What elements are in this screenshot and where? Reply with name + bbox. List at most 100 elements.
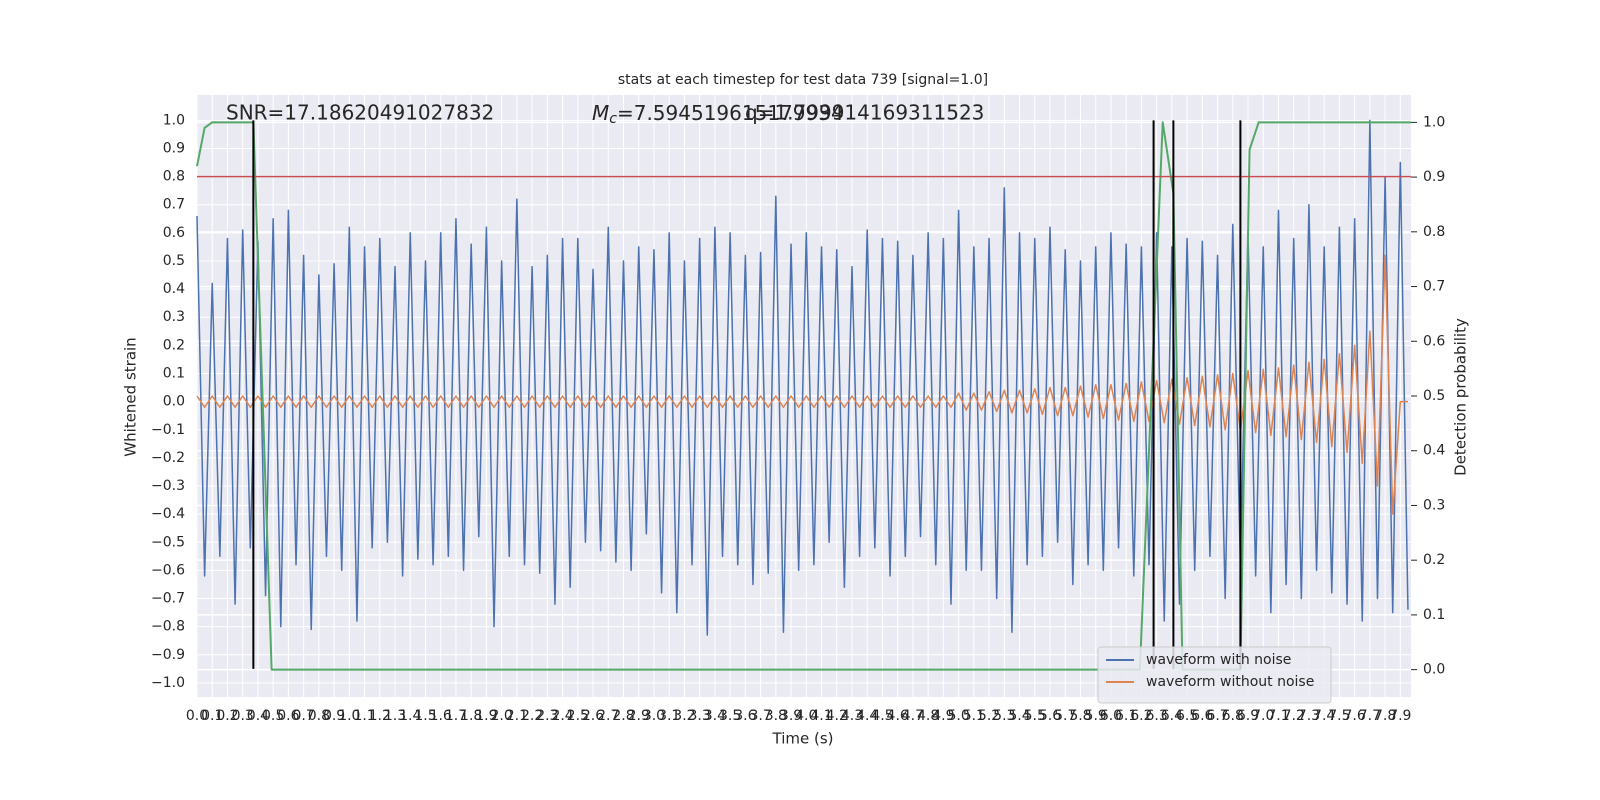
annotation: Mc=7.594519615179934 bbox=[592, 101, 844, 128]
x-tick-label: 3.1 bbox=[658, 708, 680, 724]
y-tick-label: −0.3 bbox=[151, 478, 185, 494]
y-tick-label: 0.2 bbox=[163, 337, 185, 353]
annotation-symbol: M bbox=[592, 101, 609, 125]
y2-tick-label: 0.0 bbox=[1423, 662, 1445, 678]
x-axis-label: Time (s) bbox=[772, 730, 834, 748]
x-tick-label: 1.0 bbox=[338, 708, 360, 724]
x-tick-label: 6.1 bbox=[1115, 708, 1137, 724]
x-tick-label: 3.3 bbox=[689, 708, 711, 724]
x-tick-label: 2.1 bbox=[506, 708, 528, 724]
y2-tick-label: 0.3 bbox=[1423, 497, 1445, 513]
y-tick-label: 0.1 bbox=[163, 365, 185, 381]
marks bbox=[196, 119, 1411, 671]
y-tick-label: −0.7 bbox=[151, 591, 185, 607]
x-tick-label: 0.5 bbox=[262, 708, 284, 724]
x-tick-label: 4.5 bbox=[871, 708, 893, 724]
x-tick-label: 2.8 bbox=[612, 708, 634, 724]
x-tick-label: 2.9 bbox=[628, 708, 650, 724]
y-tick-label: −0.5 bbox=[151, 534, 185, 550]
legend-box bbox=[1097, 646, 1332, 704]
y-axis-label: Whitened strain bbox=[122, 337, 140, 456]
x-tick-label: 1.4 bbox=[399, 708, 421, 724]
y2-tick-label: 0.1 bbox=[1423, 607, 1445, 623]
x-tick-label: 5.5 bbox=[1024, 708, 1046, 724]
annotation-text: =7.594519615179934 bbox=[617, 101, 844, 125]
x-tick-label: 4.2 bbox=[826, 708, 848, 724]
x-tick-label: 4.1 bbox=[810, 708, 832, 724]
y-tick-label: −0.8 bbox=[151, 619, 185, 635]
y-tick-label: 0.8 bbox=[163, 169, 185, 185]
x-tick-label: 5.0 bbox=[947, 708, 969, 724]
x-tick-label: 4.0 bbox=[795, 708, 817, 724]
x-tick-label: 0.2 bbox=[216, 708, 238, 724]
y-tick-label: 0.7 bbox=[163, 197, 185, 213]
y-tick-label: 0.0 bbox=[163, 394, 185, 410]
x-tick-label: 5.3 bbox=[993, 708, 1015, 724]
x-tick-label: 2.5 bbox=[567, 708, 589, 724]
legend: waveform with noise waveform without nois… bbox=[1097, 646, 1332, 704]
x-tick-label: 1.6 bbox=[430, 708, 452, 724]
y-tick-label: 0.5 bbox=[163, 253, 185, 269]
y2-tick-label: 0.6 bbox=[1423, 333, 1445, 349]
annotation-subscript: c bbox=[609, 111, 617, 127]
x-tick-label: 4.3 bbox=[841, 708, 863, 724]
x-tick-label: 2.2 bbox=[521, 708, 543, 724]
x-tick-label: 3.4 bbox=[704, 708, 726, 724]
x-tick-label: 0.0 bbox=[186, 708, 208, 724]
x-tick-label: 5.7 bbox=[1054, 708, 1076, 724]
y2-tick-label: 0.5 bbox=[1423, 388, 1445, 404]
x-tick-label: 6.7 bbox=[1206, 708, 1228, 724]
y2-tick-label: 1.0 bbox=[1423, 114, 1445, 130]
y-tick-label: 0.9 bbox=[163, 140, 185, 156]
x-tick-label: 3.6 bbox=[734, 708, 756, 724]
x-tick-label: 6.4 bbox=[1161, 708, 1183, 724]
x-tick-label: 3.9 bbox=[780, 708, 802, 724]
x-tick-label: 0.9 bbox=[323, 708, 345, 724]
y2-axis-label: Detection probability bbox=[1452, 318, 1470, 476]
x-tick-label: 2.7 bbox=[597, 708, 619, 724]
x-tick-label: 6.5 bbox=[1176, 708, 1198, 724]
y-tick-label: −0.1 bbox=[151, 422, 185, 438]
x-tick-label: 3.7 bbox=[749, 708, 771, 724]
x-tick-label: 0.6 bbox=[277, 708, 299, 724]
x-tick-label: 2.3 bbox=[536, 708, 558, 724]
x-tick-label: 3.5 bbox=[719, 708, 741, 724]
x-tick-label: 3.8 bbox=[765, 708, 787, 724]
annotation: q=1.799914169311523 bbox=[745, 101, 984, 125]
x-tick-label: 0.1 bbox=[201, 708, 223, 724]
y-tick-label: −0.6 bbox=[151, 562, 185, 578]
x-tick-label: 1.2 bbox=[369, 708, 391, 724]
y2-tick-label: 0.9 bbox=[1423, 169, 1445, 185]
x-tick-label: 5.6 bbox=[1039, 708, 1061, 724]
x-tick-label: 5.2 bbox=[978, 708, 1000, 724]
x-tick-label: 0.7 bbox=[292, 708, 314, 724]
y-tick-label: 0.3 bbox=[163, 309, 185, 325]
x-tick-label: 7.8 bbox=[1374, 708, 1396, 724]
x-tick-label: 5.8 bbox=[1069, 708, 1091, 724]
x-tick-label: 7.7 bbox=[1359, 708, 1381, 724]
x-tick-label: 7.2 bbox=[1283, 708, 1305, 724]
x-tick-label: 5.1 bbox=[963, 708, 985, 724]
x-tick-label: 3.0 bbox=[643, 708, 665, 724]
y-tick-label: −0.2 bbox=[151, 450, 185, 466]
legend-label: waveform without noise bbox=[1146, 674, 1314, 690]
x-tick-label: 4.8 bbox=[917, 708, 939, 724]
x-tick-label: 6.2 bbox=[1130, 708, 1152, 724]
x-tick-label: 0.3 bbox=[232, 708, 254, 724]
x-tick-label: 7.6 bbox=[1344, 708, 1366, 724]
y2-tick-label: 0.7 bbox=[1423, 279, 1445, 295]
x-tick-label: 7.1 bbox=[1267, 708, 1289, 724]
x-tick-label: 0.4 bbox=[247, 708, 269, 724]
y2-tick-label: 0.8 bbox=[1423, 224, 1445, 240]
x-tick-label: 4.4 bbox=[856, 708, 878, 724]
x-tick-label: 4.9 bbox=[932, 708, 954, 724]
y2-tick-label: 0.2 bbox=[1423, 552, 1445, 568]
y-tick-label: 0.6 bbox=[163, 225, 185, 241]
chart-title: stats at each timestep for test data 739… bbox=[618, 72, 988, 88]
x-tick-label: 3.2 bbox=[673, 708, 695, 724]
series-line bbox=[196, 121, 1411, 671]
x-tick-label: 1.8 bbox=[460, 708, 482, 724]
legend-label: waveform with noise bbox=[1146, 652, 1291, 668]
